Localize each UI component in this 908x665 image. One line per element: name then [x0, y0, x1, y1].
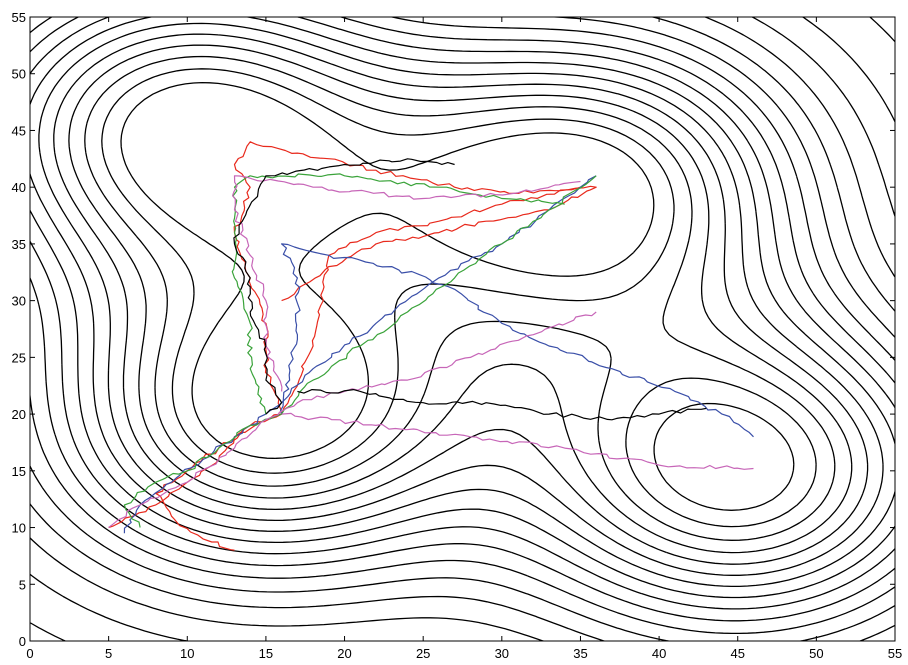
- trajectory-line: [108, 311, 597, 528]
- contour-line: [120, 81, 795, 511]
- contour-line: [30, 17, 895, 599]
- trajectory-series: [108, 141, 754, 551]
- y-tick-label: 15: [12, 464, 26, 479]
- x-tick-label: 0: [26, 646, 33, 661]
- trajectory-line: [232, 175, 581, 392]
- y-tick-label: 5: [19, 577, 26, 592]
- contour-line: [68, 44, 853, 554]
- y-tick-label: 10: [12, 521, 26, 536]
- contour-line: [30, 17, 895, 641]
- contour-line: [30, 17, 895, 641]
- contour-line: [30, 17, 895, 610]
- y-tick-label: 0: [19, 634, 26, 649]
- x-tick-label: 35: [573, 646, 587, 661]
- x-tick-label: 55: [888, 646, 902, 661]
- contour-line: [84, 55, 836, 541]
- contour-line: [101, 68, 817, 528]
- x-tick-label: 50: [809, 646, 823, 661]
- trajectory-line: [155, 186, 581, 551]
- x-axis: 0 5 10 15 20 25 30 35 40 45 50 55: [26, 17, 902, 661]
- trajectory-line: [231, 173, 565, 415]
- contour-line: [30, 17, 895, 641]
- x-tick-label: 20: [337, 646, 351, 661]
- y-tick-label: 45: [12, 123, 26, 138]
- contour-line: [30, 17, 895, 641]
- y-axis: 0 5 10 15 20 25 30 35 40 45 50 55: [12, 10, 895, 649]
- x-tick-label: 15: [259, 646, 273, 661]
- x-tick-label: 30: [495, 646, 509, 661]
- x-tick-label: 40: [652, 646, 666, 661]
- plot-frame: [29, 16, 896, 642]
- contour-line: [30, 17, 895, 588]
- y-tick-label: 40: [12, 180, 26, 195]
- contour-lines: [30, 17, 895, 641]
- y-tick-label: 25: [12, 350, 26, 365]
- y-tick-label: 20: [12, 407, 26, 422]
- contour-line: [30, 17, 895, 622]
- y-tick-label: 50: [12, 67, 26, 82]
- trajectory-line: [281, 412, 754, 470]
- contour-line: [30, 17, 895, 641]
- x-tick-label: 25: [416, 646, 430, 661]
- y-tick-label: 30: [12, 294, 26, 309]
- y-tick-label: 35: [12, 237, 26, 252]
- trajectory-line: [233, 158, 455, 415]
- trajectory-line: [123, 175, 597, 528]
- x-tick-label: 5: [105, 646, 112, 661]
- trajectory-line: [297, 389, 707, 421]
- trajectory-line: [280, 243, 754, 438]
- x-tick-label: 10: [180, 646, 194, 661]
- contour-line: [53, 33, 869, 565]
- trajectory-line: [123, 175, 597, 534]
- contour-line: [38, 22, 884, 576]
- contour-line: [30, 17, 895, 635]
- x-tick-label: 45: [730, 646, 744, 661]
- y-tick-label: 55: [12, 10, 26, 25]
